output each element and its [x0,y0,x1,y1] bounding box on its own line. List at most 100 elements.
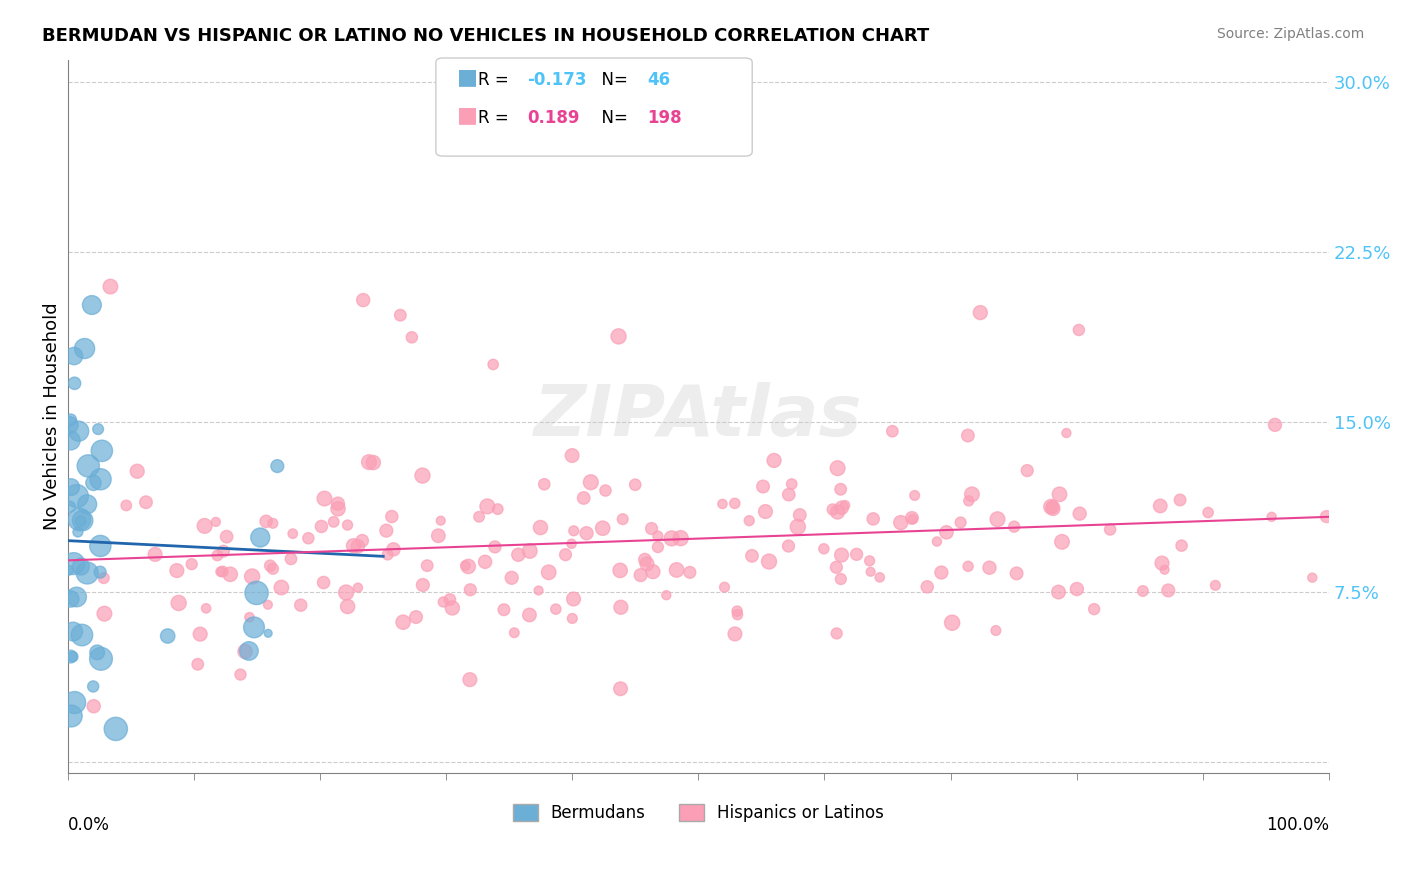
Point [519,607,541,622]
Point [647,540,669,554]
Point [821,502,844,516]
Point [93,607,115,621]
Point [949,516,972,530]
Point [60,709,83,723]
Point [314,491,336,506]
Point [72,514,94,528]
Point [1170,539,1192,553]
Point [89,539,111,553]
Point [412,578,434,592]
Point [957,559,980,574]
Point [311,519,333,533]
Point [713,580,735,594]
Point [381,509,404,524]
Point [1067,323,1090,337]
Point [441,601,464,615]
Point [326,501,349,516]
Point [778,488,800,502]
Point [215,530,238,544]
Point [484,540,506,554]
Point [67,424,90,438]
Point [1050,534,1073,549]
Text: -0.173: -0.173 [527,71,586,89]
Point [533,477,555,491]
Point [786,520,808,534]
Point [845,547,868,561]
Point [1315,509,1337,524]
Point [90,472,112,486]
Point [86,645,108,659]
Point [167,596,190,610]
Point [63,696,86,710]
Point [62,624,84,639]
Text: Source: ZipAtlas.com: Source: ZipAtlas.com [1216,27,1364,41]
Point [312,575,335,590]
Point [207,549,229,563]
Point [561,537,583,551]
Point [636,557,658,571]
Point [1301,571,1323,585]
Point [205,515,228,529]
Point [778,539,800,553]
Point [411,468,433,483]
Point [641,565,664,579]
Point [427,529,450,543]
Point [561,611,583,625]
Point [834,498,856,512]
Point [458,673,481,687]
Point [935,525,957,540]
Point [727,607,749,622]
Point [67,512,90,526]
Point [1066,582,1088,596]
Point [257,598,280,612]
Point [322,515,344,529]
Point [468,509,491,524]
Point [62,557,84,571]
Point [858,554,880,568]
Point [979,560,1001,574]
Point [336,518,359,533]
Text: ■: ■ [457,105,478,125]
Point [1069,507,1091,521]
Point [259,558,281,573]
Point [80,298,103,312]
Point [89,565,111,579]
Point [352,533,374,548]
Point [166,564,188,578]
Point [661,532,683,546]
Point [249,531,271,545]
Point [243,620,266,634]
Point [503,625,526,640]
Point [127,464,149,478]
Point [66,524,89,539]
Point [82,680,104,694]
Point [104,722,127,736]
Point [180,557,202,571]
Point [830,483,852,497]
Point [135,495,157,509]
Point [724,496,747,510]
Point [1099,523,1122,537]
Point [960,487,983,501]
Point [789,508,811,522]
Point [240,569,263,583]
Point [562,592,585,607]
Point [245,586,267,600]
Point [572,491,595,505]
Point [575,526,598,541]
Point [347,581,370,595]
Point [956,428,979,442]
Point [59,500,82,514]
Point [63,349,86,363]
Point [59,413,82,427]
Text: N=: N= [591,71,633,89]
Point [1149,499,1171,513]
Point [825,626,848,640]
Point [904,488,927,502]
Point [984,624,1007,638]
Text: R =: R = [478,109,515,127]
Point [254,514,277,528]
Point [90,652,112,666]
Point [738,514,761,528]
Point [813,541,835,556]
